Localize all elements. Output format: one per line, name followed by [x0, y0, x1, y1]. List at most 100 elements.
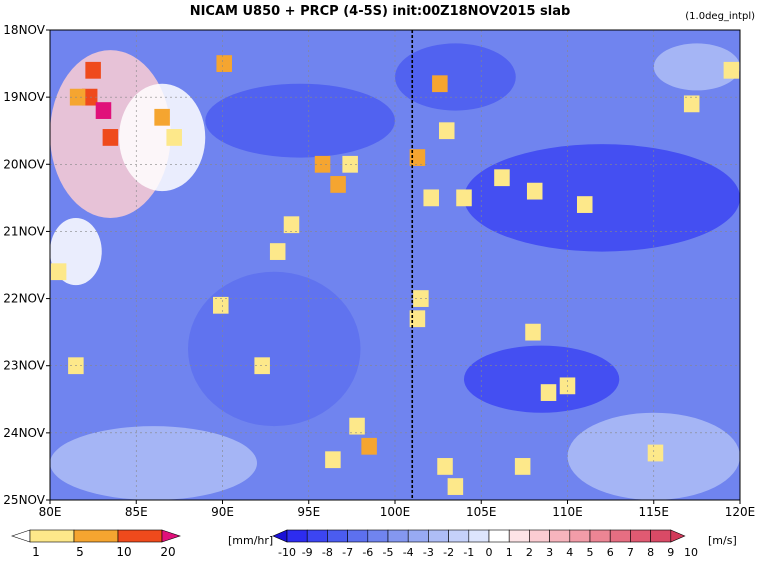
- u850-colorbar-label: 8: [647, 546, 654, 559]
- u850-colorbar-swatch: [387, 529, 409, 543]
- u850-colorbar-swatch: [569, 529, 591, 543]
- x-tick-label: 95E: [297, 505, 320, 519]
- y-tick-label: 20NOV: [3, 157, 45, 171]
- y-tick-label: 22NOV: [3, 292, 45, 306]
- precip-cell: [213, 296, 229, 314]
- precip-units: [mm/hr]: [228, 534, 273, 547]
- u850-colorbar-swatch: [448, 529, 470, 543]
- x-tick-label: 110E: [552, 505, 583, 519]
- precip-colorbar-swatch: [117, 529, 163, 543]
- y-tick-label: 18NOV: [3, 23, 45, 37]
- u850-colorbar-label: 10: [684, 546, 698, 559]
- precip-cell: [438, 122, 455, 140]
- precip-cell: [50, 263, 67, 281]
- u850-colorbar: -10 -9 -8 -7 -6 -5 -4 -3 -2 -1 0 1 2 3 4 5 6 7 8 9 10[m/s]: [272, 529, 737, 559]
- u850-colorbar-swatch: [488, 529, 510, 543]
- u850-colorbar-label: -7: [342, 546, 353, 559]
- x-tick-label: 80E: [39, 505, 62, 519]
- u850-colorbar-swatch: [630, 529, 651, 543]
- u850-colorbar-swatch: [407, 529, 429, 543]
- precip-cell: [683, 95, 700, 113]
- u850-colorbar-label: 2: [526, 546, 533, 559]
- u850-colorbar-label: -5: [383, 546, 394, 559]
- u850-colorbar-swatch: [650, 529, 672, 543]
- u850-colorbar-swatch: [529, 529, 550, 543]
- precip-cell: [409, 310, 426, 328]
- u850-colorbar-label: -8: [322, 546, 333, 559]
- precip-cell: [81, 88, 98, 106]
- u850-region: [464, 345, 620, 413]
- precip-cell: [349, 417, 365, 435]
- u850-colorbar-label: 0: [486, 546, 493, 559]
- u850-colorbar-label: 4: [566, 546, 573, 559]
- precip-cell: [254, 357, 270, 375]
- precip-cell: [456, 189, 472, 207]
- y-tick-label: 25NOV: [3, 493, 45, 507]
- precip-colorbar-label: 20: [160, 545, 175, 559]
- precip-cell: [85, 61, 101, 79]
- precip-cell: [330, 176, 346, 193]
- u850-colorbar-label: -6: [362, 546, 373, 559]
- u850-colorbar-swatch: [347, 529, 369, 543]
- plot-area: [50, 30, 740, 500]
- y-axis: 18NOV 19NOV 20NOV 21NOV 22NOV 23NOV 24NOV 25NOV: [3, 23, 50, 507]
- gridlines: [50, 30, 740, 500]
- precip-cell: [494, 169, 510, 187]
- u850-colorbar-swatch: [468, 529, 490, 543]
- u850-colorbar-swatch: [508, 529, 530, 543]
- precip-cell: [216, 55, 232, 72]
- u850-colorbar-label: -10: [278, 546, 296, 559]
- u850-region: [464, 144, 740, 252]
- u850-units: [m/s]: [708, 534, 737, 547]
- u850-colorbar-label: -3: [423, 546, 434, 559]
- u850-colorbar-label: -2: [443, 546, 454, 559]
- x-tick-label: 120E: [725, 505, 756, 519]
- precip-cell: [647, 444, 664, 462]
- u850-region: [50, 426, 257, 500]
- x-tick-label: 90E: [211, 505, 234, 519]
- x-tick-label: 85E: [125, 505, 148, 519]
- precip-cell: [166, 129, 182, 146]
- precip-colorbar-arrow-right: [161, 529, 181, 543]
- precip-colorbar-label: 1: [32, 545, 40, 559]
- precip-cell: [361, 437, 377, 455]
- precip-cell: [723, 61, 740, 79]
- precip-cell: [525, 323, 541, 341]
- precip-cell: [409, 149, 426, 166]
- u850-colorbar-swatch: [306, 529, 328, 543]
- u850-colorbar-arrow-right: [670, 529, 686, 543]
- precip-colorbar-arrow-left: [11, 529, 31, 543]
- u850-colorbar-label: -4: [403, 546, 414, 559]
- x-tick-label: 115E: [639, 505, 670, 519]
- precip-cell: [437, 458, 453, 475]
- u850-region: [205, 83, 395, 158]
- precip-cell: [526, 182, 543, 200]
- precip-cell: [154, 108, 170, 126]
- u850-colorbar-swatch: [428, 529, 449, 543]
- u850-colorbar-swatch: [549, 529, 571, 543]
- precip-cell: [269, 243, 286, 260]
- precip-cell: [576, 196, 593, 213]
- u850-colorbar-swatch: [286, 529, 308, 543]
- u850-colorbar-label: 9: [667, 546, 674, 559]
- y-tick-label: 21NOV: [3, 224, 45, 238]
- precip-cell: [423, 189, 439, 207]
- precip-colorbar-label: 10: [116, 545, 131, 559]
- u850-colorbar-label: -9: [302, 546, 313, 559]
- precip-cell: [69, 88, 86, 106]
- u850-region: [653, 43, 740, 91]
- precip-colorbar: 1 5 10 20 [mm/hr]: [11, 529, 273, 559]
- u850-colorbar-swatch: [367, 529, 389, 543]
- precip-cell: [447, 478, 464, 495]
- x-tick-label: 100E: [380, 505, 411, 519]
- u850-colorbar-swatch: [589, 529, 611, 543]
- interpolation-note: (1.0deg_intpl): [685, 11, 755, 22]
- precip-colorbar-label: 5: [76, 545, 84, 559]
- y-tick-label: 19NOV: [3, 90, 45, 104]
- precip-cell: [540, 384, 557, 401]
- precip-cell: [325, 451, 341, 469]
- u850-colorbar-label: 3: [546, 546, 553, 559]
- u850-region: [188, 271, 361, 427]
- u850-colorbar-swatch: [609, 529, 631, 543]
